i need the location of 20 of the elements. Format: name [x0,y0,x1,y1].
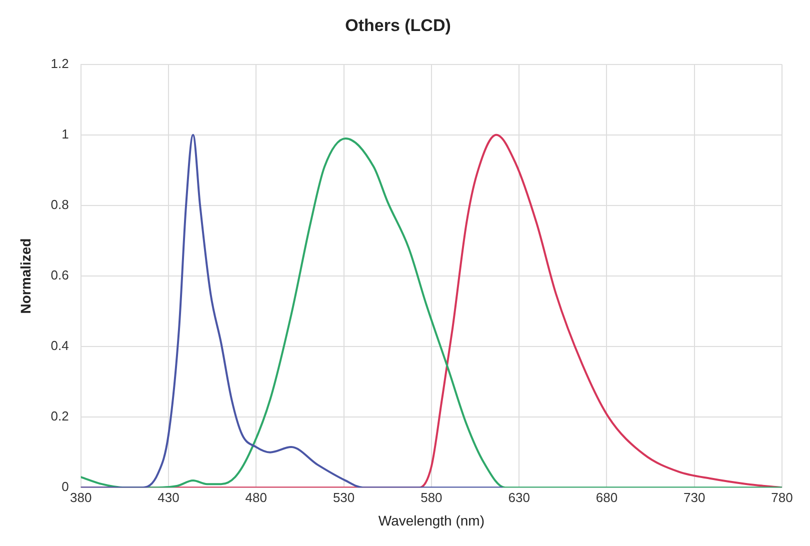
x-tick-label: 780 [771,490,793,505]
y-axis-title: Normalized [17,238,34,314]
y-tick-label: 0.6 [50,268,69,283]
x-tick-label: 480 [245,490,268,505]
y-tick-label: 0.4 [50,338,69,354]
y-tick-label: 0 [62,479,69,494]
y-tick-label: 1.2 [50,56,69,71]
x-tick-label: 430 [158,490,180,505]
x-tick-label: 530 [332,490,355,505]
x-tick-label: 730 [684,490,706,505]
y-tick-label: 0.8 [50,197,69,212]
y-tick-label: 0.2 [50,408,69,424]
x-tick-label: 580 [420,490,442,505]
x-tick-label: 630 [508,490,530,505]
x-tick-label: 680 [596,490,618,505]
y-tick-label: 1 [62,126,69,142]
chart-title: Others (LCD) [345,16,451,35]
x-tick-label: 380 [70,490,92,505]
x-axis-title: Wavelength (nm) [378,512,484,528]
line-series [80,134,503,488]
